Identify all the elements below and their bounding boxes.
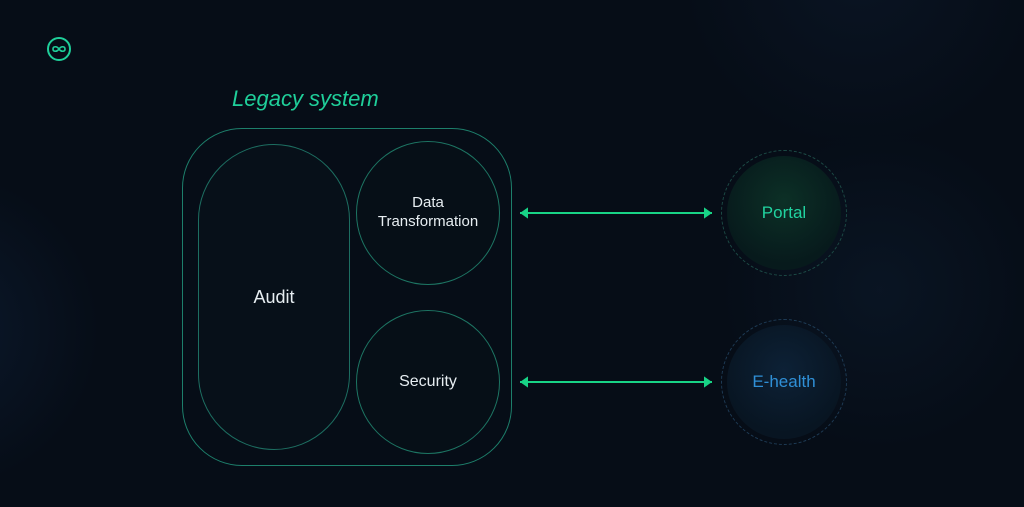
connection-arrows <box>0 0 1024 507</box>
